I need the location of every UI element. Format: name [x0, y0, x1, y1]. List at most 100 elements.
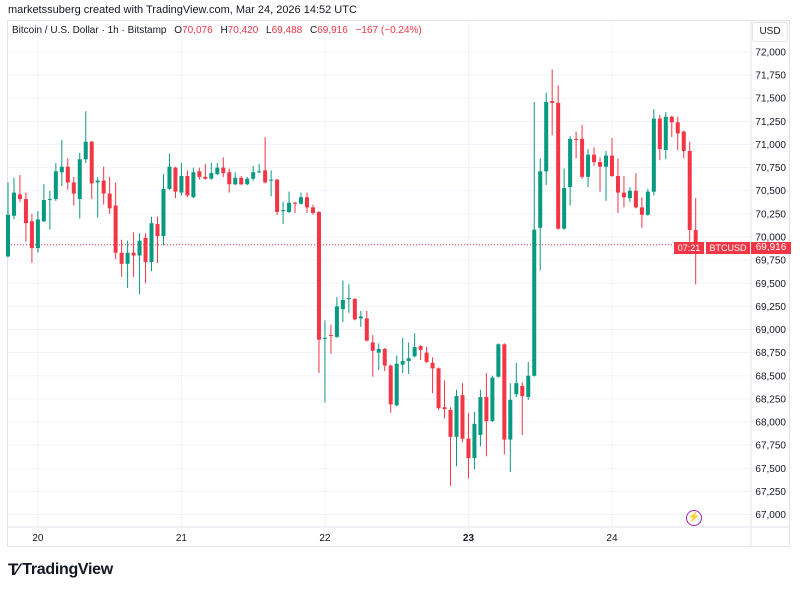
candle-body — [185, 175, 190, 196]
candle-body — [532, 229, 537, 376]
candle — [388, 364, 393, 413]
candle — [693, 198, 698, 285]
candle — [472, 411, 477, 470]
candle — [550, 69, 555, 136]
candle-body — [604, 155, 608, 167]
candle — [580, 125, 585, 179]
candle — [263, 137, 268, 184]
lightning-icon[interactable]: ⚡ — [686, 510, 702, 526]
candle-body — [418, 346, 423, 350]
last-price-value: 69,916 — [751, 242, 791, 254]
candle — [233, 172, 238, 186]
candle-body — [101, 180, 106, 194]
candle-body — [364, 318, 369, 341]
candle-body — [245, 178, 250, 185]
candle-body — [71, 182, 76, 194]
candle-body — [520, 385, 525, 397]
candle-body — [370, 342, 375, 351]
candle-body — [41, 199, 46, 222]
candle — [364, 311, 369, 342]
price-tick-label: 69,000 — [755, 325, 786, 336]
candle-body — [305, 197, 309, 208]
candle — [29, 213, 34, 263]
candle-body — [257, 171, 262, 173]
candle — [615, 158, 620, 213]
time-tick-label: 20 — [32, 533, 44, 544]
candle-body — [113, 205, 118, 253]
candle — [167, 153, 172, 190]
candle — [669, 115, 674, 138]
candle-body — [460, 395, 465, 439]
candle — [310, 204, 315, 215]
candle — [687, 141, 692, 242]
candle-body — [436, 368, 441, 409]
candle-body — [287, 202, 292, 213]
candle — [520, 382, 525, 435]
candle — [448, 407, 453, 486]
candle — [89, 140, 94, 200]
candle — [460, 383, 465, 443]
candle-body — [143, 237, 148, 262]
price-tick-label: 71,250 — [755, 117, 786, 128]
candle-body — [239, 177, 244, 185]
tradingview-logo: T⁄ TradingView — [8, 560, 113, 580]
candle — [95, 176, 100, 218]
price-tick-label: 69,750 — [755, 256, 786, 267]
candle — [155, 216, 160, 263]
candle — [179, 162, 184, 196]
candle-body — [382, 348, 387, 366]
candle-body — [77, 159, 82, 200]
candle-body — [197, 171, 202, 177]
candle — [586, 149, 591, 188]
candle — [23, 192, 28, 242]
candle — [592, 147, 597, 166]
candle — [514, 362, 519, 398]
candle — [526, 361, 531, 400]
candle-body — [568, 138, 573, 188]
candle — [430, 357, 435, 394]
price-tick-label: 70,750 — [755, 163, 786, 174]
symbol-legend: Bitcoin / U.S. Dollar · 1h · Bitstamp O7… — [12, 25, 422, 36]
candle — [287, 191, 292, 213]
candle — [77, 152, 82, 219]
candle-body — [663, 116, 668, 151]
candle-body — [59, 166, 64, 173]
candle — [556, 85, 561, 230]
candle-body — [681, 131, 686, 151]
candle — [316, 211, 321, 373]
candle — [125, 240, 130, 288]
candle-body — [17, 194, 22, 200]
candle-body — [310, 207, 315, 213]
price-tick-label: 70,000 — [755, 233, 786, 244]
candle-body — [526, 375, 531, 398]
grid — [8, 21, 790, 546]
candle — [131, 232, 136, 277]
candle — [119, 239, 124, 277]
candle-body — [693, 229, 698, 245]
candle-body — [334, 306, 339, 337]
candle — [675, 116, 680, 151]
candle-body — [322, 337, 327, 339]
candle — [221, 157, 226, 177]
candle-body — [454, 396, 459, 437]
candle — [107, 176, 112, 214]
price-tick-label: 71,750 — [755, 71, 786, 82]
candle — [35, 211, 40, 253]
candle-body — [119, 252, 124, 264]
candle-body — [281, 210, 286, 212]
candle-body — [173, 167, 178, 192]
currency-button[interactable]: USD — [752, 22, 788, 42]
candle — [143, 233, 148, 284]
candle — [305, 192, 309, 213]
candle — [490, 375, 495, 423]
candle-body — [645, 191, 650, 215]
candle-body — [478, 397, 483, 435]
price-tick-label: 68,750 — [755, 348, 786, 359]
candle-body — [472, 423, 477, 459]
candle-body — [137, 240, 142, 256]
candle — [41, 184, 46, 223]
candle-body — [657, 118, 662, 150]
candle — [574, 131, 579, 159]
candle — [538, 158, 543, 271]
